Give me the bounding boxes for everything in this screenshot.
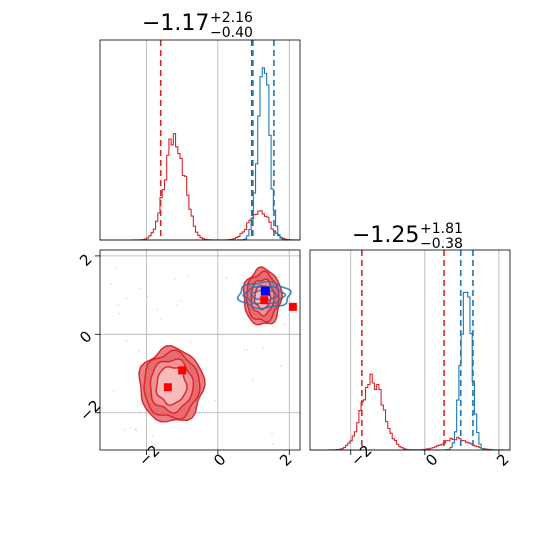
right-hist-x-tick-label: 2	[493, 450, 512, 469]
histogram-series	[310, 291, 510, 451]
top-hist-title-sub: −0.40	[210, 25, 253, 41]
scatter-point	[180, 300, 182, 302]
right-hist-title-main: −1.25	[352, 223, 419, 248]
scatter-point	[124, 428, 126, 431]
panel-bottom-left-contour: −2 0 2 −2 0 2	[76, 249, 301, 470]
scatter-point	[138, 410, 141, 413]
red-marker	[178, 366, 187, 375]
contour-x-tick-label: 0	[210, 450, 229, 469]
scatter-point	[159, 318, 162, 321]
scatter-point	[214, 399, 217, 402]
scatter-point	[138, 287, 141, 290]
blue-marker	[260, 286, 270, 296]
axes-frame	[99, 39, 301, 241]
right-hist-title-sup: +1.81	[420, 221, 463, 237]
scatter-point	[175, 304, 178, 307]
scatter-point	[243, 349, 246, 351]
contour-x-tick-label: −2	[135, 441, 163, 469]
panel-top-left-histogram: −1.17 +2.16 −0.40	[99, 10, 301, 241]
scatter-point	[225, 277, 228, 279]
blue-contour	[250, 289, 279, 301]
scatter-point	[118, 312, 120, 315]
scatter-point	[114, 267, 117, 270]
scatter-point	[187, 275, 190, 278]
contour-plot-area	[95, 249, 301, 455]
contour-x-tick-label: 2	[276, 450, 295, 469]
right-hist-x-tick-labels: −2 0 2	[347, 441, 512, 469]
blue-contour	[236, 280, 292, 310]
red-marker	[163, 383, 172, 392]
scatter-point	[272, 443, 274, 445]
scatter-point	[129, 427, 132, 429]
axes-frame	[99, 249, 301, 451]
scatter-point	[279, 364, 282, 367]
scatter-point	[246, 348, 249, 351]
right-hist-title-sub: −0.38	[420, 236, 463, 252]
right-hist-x-tick-label: −2	[347, 441, 375, 469]
scatter-point	[146, 296, 149, 298]
axes-frame	[309, 249, 511, 451]
scatter-point	[271, 432, 273, 435]
contour-y-tick-label: 0	[76, 327, 95, 346]
scatter-point	[136, 405, 139, 408]
scatter-point	[251, 378, 254, 381]
scatter-point	[109, 283, 112, 286]
histogram-series	[100, 133, 301, 241]
scatter-point	[135, 429, 138, 432]
scatter-point	[283, 324, 286, 326]
scatter-point	[113, 390, 115, 393]
right-hist-plot-area	[309, 249, 511, 455]
scatter-point	[262, 347, 265, 350]
scatter-point	[138, 350, 140, 353]
right-hist-x-tick-label: 0	[422, 450, 441, 469]
top-hist-title-sup: +2.16	[210, 10, 253, 26]
histogram-series	[310, 373, 511, 451]
scatter-point	[189, 341, 192, 344]
contour-x-tick-labels: −2 0 2	[135, 441, 295, 469]
scatter-point	[174, 277, 176, 280]
panel-bottom-right-histogram: −1.25 +1.81 −0.38 −2 0 2	[309, 221, 513, 470]
scatter-point	[152, 434, 154, 437]
top-hist-plot-area	[99, 39, 301, 241]
top-hist-title-main: −1.17	[142, 11, 209, 36]
blue-contour	[242, 285, 287, 305]
red-marker	[288, 302, 297, 311]
scatter-point	[117, 303, 120, 306]
scatter-point	[156, 308, 158, 311]
scatter-point	[125, 339, 128, 342]
contour-y-tick-label: 2	[76, 250, 95, 269]
scatter-point	[185, 422, 188, 425]
red-marker	[260, 296, 269, 305]
scatter-point	[125, 297, 128, 300]
histogram-series	[100, 67, 300, 241]
